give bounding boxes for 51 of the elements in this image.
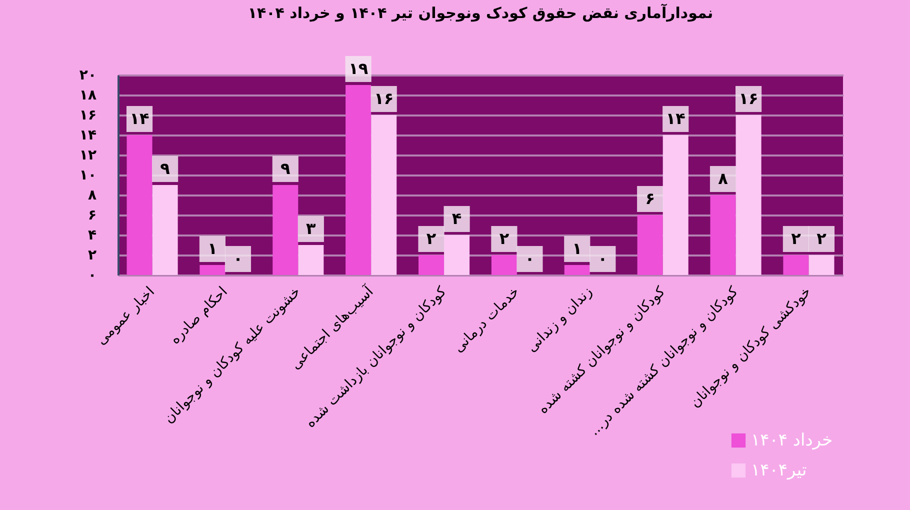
data-label: ۲ — [816, 229, 827, 248]
bar — [126, 135, 152, 275]
chart-title: نمودارآماری نقض حقوق کودک ونوجوان تیر ۱۴۰۴ و خرداد ۱۴۰۴ — [248, 2, 714, 22]
bar — [710, 195, 736, 275]
data-label: ۱۹ — [348, 59, 368, 78]
data-label: ۱ — [572, 239, 582, 258]
y-tick-label: ۱۲ — [79, 148, 97, 164]
data-label: ۴ — [452, 209, 462, 228]
bar — [418, 255, 444, 275]
bar — [637, 215, 663, 275]
legend-label: خرداد ۱۴۰۴ — [751, 430, 833, 450]
x-tick-label: احکام صادره — [167, 284, 231, 348]
data-label: ۲ — [499, 229, 510, 248]
bar — [152, 185, 178, 275]
x-tick-label: خدمات درمانی — [450, 284, 523, 356]
bar — [444, 235, 470, 275]
data-label: ۱۴ — [666, 109, 686, 128]
data-label: ۰ — [233, 249, 243, 268]
y-tick-label: ۴ — [88, 228, 97, 244]
y-tick-label: ۸ — [88, 188, 97, 204]
data-label: ۹ — [280, 159, 291, 178]
y-tick-label: ۱۶ — [79, 108, 96, 124]
y-tick-label: ۲ — [88, 248, 97, 264]
x-tick-label: اخبار عمومی — [94, 284, 158, 348]
y-tick-label: ۱۸ — [79, 88, 97, 104]
data-label: ۰ — [524, 249, 535, 268]
bar — [736, 115, 762, 275]
data-label: ۱۶ — [374, 89, 394, 108]
legend-label: تیر۱۴۰۴ — [751, 460, 808, 480]
data-label: ۱۶ — [738, 89, 758, 108]
bar — [346, 85, 372, 275]
y-tick-label: ۲۰ — [79, 68, 96, 84]
bar — [371, 115, 397, 275]
data-label: ۱۴ — [130, 109, 150, 128]
data-label: ۲ — [426, 229, 436, 248]
bar — [783, 255, 809, 275]
data-label: ۰ — [598, 249, 608, 268]
data-label: ۲ — [791, 229, 802, 248]
y-tick-label: ۱۰ — [79, 168, 96, 184]
data-label: ۹ — [160, 159, 170, 178]
data-label: ۸ — [718, 169, 728, 188]
bar — [298, 245, 324, 275]
data-label: ۳ — [306, 219, 316, 238]
y-tick-label: ۱۴ — [79, 128, 97, 144]
bar — [808, 255, 834, 275]
y-tick-label: ۶ — [88, 208, 96, 224]
bar — [272, 185, 298, 275]
y-tick-label: ۰ — [88, 268, 96, 284]
data-label: ۱ — [208, 239, 218, 258]
data-label: ۶ — [645, 189, 655, 208]
bar — [662, 135, 688, 275]
